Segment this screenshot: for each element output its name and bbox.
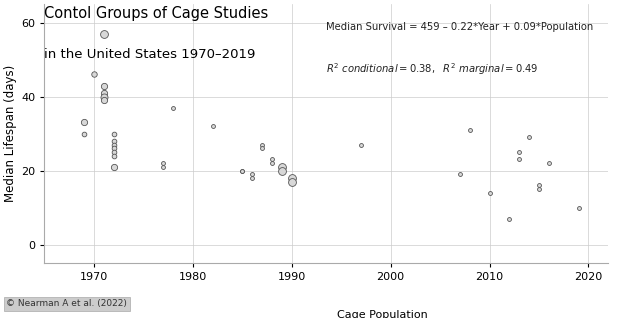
- Point: [99, 83, 109, 88]
- Point: [237, 168, 247, 173]
- Point: [79, 120, 89, 125]
- Point: [267, 161, 277, 166]
- Point: [108, 138, 119, 143]
- Point: [158, 161, 168, 166]
- Point: [524, 135, 534, 140]
- Point: [356, 142, 366, 147]
- Text: Contol Groups of Cage Studies: Contol Groups of Cage Studies: [44, 6, 269, 21]
- Point: [455, 172, 465, 177]
- Point: [247, 172, 257, 177]
- Point: [287, 179, 297, 184]
- Text: © Nearman A et al. (2022): © Nearman A et al. (2022): [6, 300, 127, 308]
- Point: [108, 131, 119, 136]
- Point: [108, 142, 119, 147]
- Point: [287, 176, 297, 181]
- Point: [108, 153, 119, 158]
- Point: [484, 190, 495, 195]
- Point: [277, 168, 287, 173]
- Point: [257, 146, 267, 151]
- Point: [574, 205, 584, 210]
- Point: [465, 127, 475, 132]
- Point: [207, 124, 217, 129]
- Point: [99, 90, 109, 95]
- Point: [89, 72, 99, 77]
- Text: $R^2$ $\it{conditional}$$= 0.38,$  $R^2$ $\it{marginal}$$= 0.49$: $R^2$ $\it{conditional}$$= 0.38,$ $R^2$ …: [327, 61, 539, 77]
- Point: [247, 176, 257, 181]
- Text: Median Survival = 459 – 0.22*Year + 0.09*Population: Median Survival = 459 – 0.22*Year + 0.09…: [327, 22, 593, 32]
- Text: in the United States 1970–2019: in the United States 1970–2019: [44, 48, 256, 61]
- Point: [79, 131, 89, 136]
- Point: [534, 183, 544, 188]
- Legend: 40, 80, 120, 160: 40, 80, 120, 160: [288, 309, 477, 318]
- Point: [99, 31, 109, 36]
- Point: [267, 157, 277, 162]
- Point: [108, 149, 119, 155]
- Point: [168, 105, 178, 110]
- Point: [108, 164, 119, 169]
- Point: [544, 161, 554, 166]
- Point: [257, 142, 267, 147]
- Point: [534, 187, 544, 192]
- Point: [504, 216, 514, 221]
- Point: [514, 157, 524, 162]
- Point: [514, 149, 524, 155]
- Point: [158, 164, 168, 169]
- Point: [99, 94, 109, 99]
- Point: [237, 168, 247, 173]
- Y-axis label: Median Lifespan (days): Median Lifespan (days): [4, 65, 17, 202]
- Point: [277, 164, 287, 169]
- Point: [99, 98, 109, 103]
- Point: [108, 146, 119, 151]
